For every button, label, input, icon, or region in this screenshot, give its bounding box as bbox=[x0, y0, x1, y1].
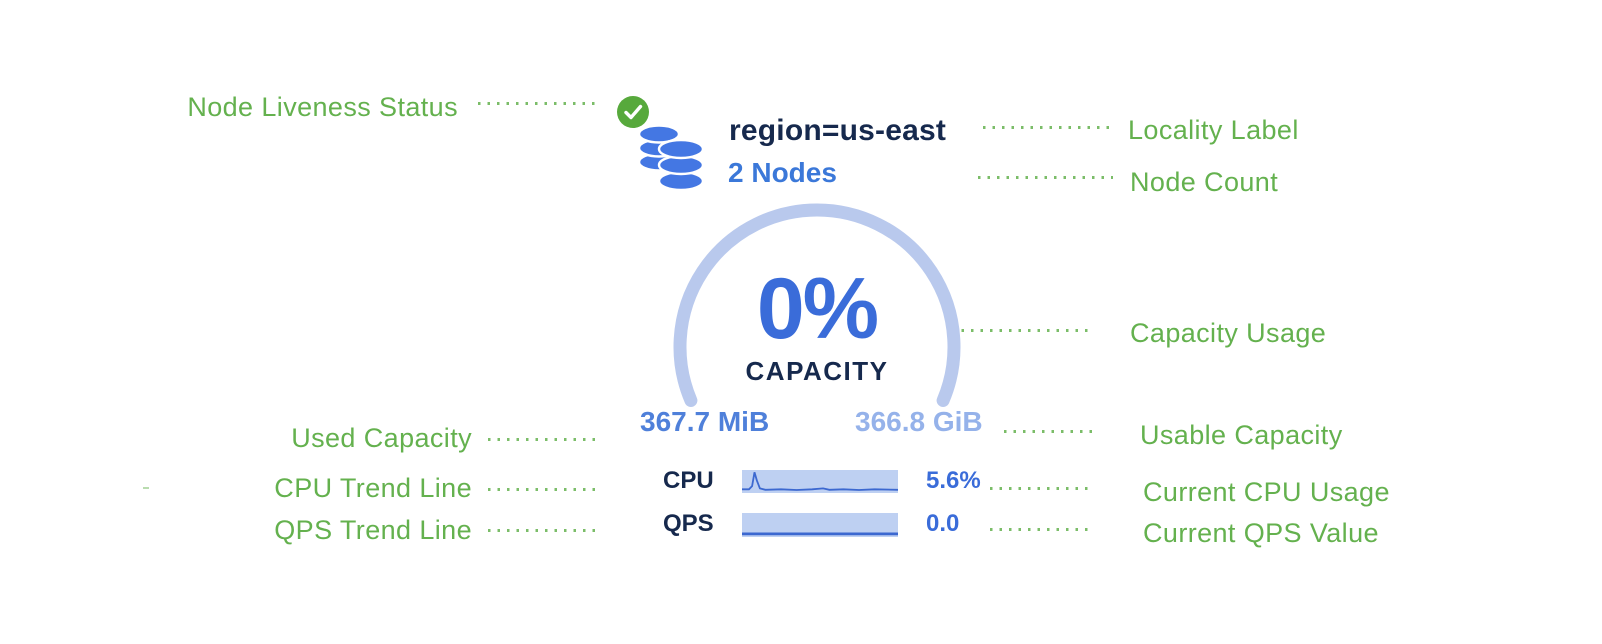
annotation-node-count: Node Count bbox=[1130, 167, 1279, 197]
annotation-cpu-trend-line: CPU Trend Line bbox=[274, 473, 472, 503]
leader-used-capacity bbox=[488, 438, 598, 441]
leader-current-qps bbox=[990, 528, 1088, 531]
leader-usable-capacity bbox=[1004, 430, 1098, 433]
qps-value: 0.0 bbox=[926, 510, 960, 537]
cpu-usage-value: 5.6% bbox=[926, 467, 981, 494]
leader-node-count bbox=[978, 176, 1113, 179]
annotation-locality-label: Locality Label bbox=[1128, 115, 1299, 145]
node-liveness-check-icon bbox=[617, 96, 649, 128]
leader-qps-trend bbox=[488, 529, 598, 532]
used-capacity-value: 367.7 MiB bbox=[640, 406, 770, 437]
annotation-capacity-usage: Capacity Usage bbox=[1130, 318, 1327, 348]
capacity-caption: CAPACITY bbox=[745, 356, 889, 386]
leader-node-liveness bbox=[478, 102, 600, 105]
annotation-current-qps-value: Current QPS Value bbox=[1143, 518, 1379, 548]
leader-current-cpu bbox=[990, 487, 1088, 490]
annotation-current-cpu-usage: Current CPU Usage bbox=[1143, 477, 1390, 507]
cpu-trend-sparkline bbox=[742, 470, 898, 493]
capacity-percent-value: 0% bbox=[756, 261, 879, 357]
annotation-usable-capacity: Usable Capacity bbox=[1140, 420, 1343, 450]
qps-label: QPS bbox=[663, 510, 714, 537]
cpu-label: CPU bbox=[663, 467, 714, 494]
leader-locality bbox=[983, 126, 1112, 129]
usable-capacity-value: 366.8 GiB bbox=[855, 406, 983, 437]
locality-value: region=us-east bbox=[729, 114, 947, 147]
annotation-qps-trend-line: QPS Trend Line bbox=[274, 515, 472, 545]
node-count-value: 2 Nodes bbox=[728, 157, 837, 188]
leader-cpu-trend bbox=[488, 488, 598, 491]
annotation-node-liveness-status: Node Liveness Status bbox=[187, 92, 458, 122]
capacity-gauge-arc bbox=[673, 203, 961, 407]
leader-capacity-usage bbox=[952, 329, 1092, 332]
stray-mark bbox=[143, 487, 149, 489]
annotation-used-capacity: Used Capacity bbox=[291, 423, 472, 453]
database-stack-icon bbox=[638, 124, 704, 192]
qps-trend-sparkline bbox=[742, 513, 898, 537]
